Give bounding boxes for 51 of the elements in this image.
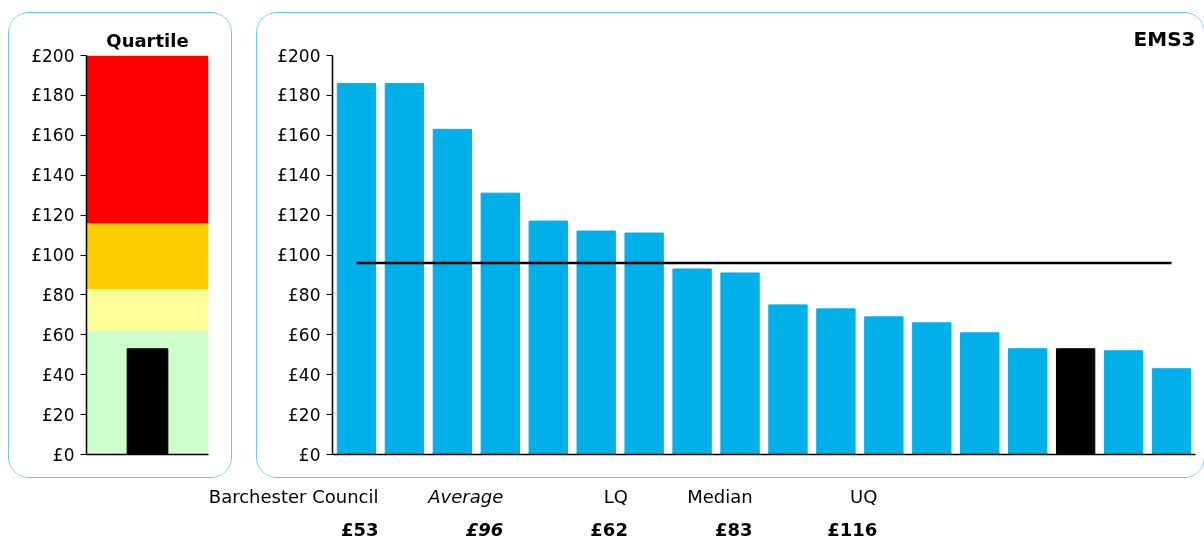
bar xyxy=(768,304,808,455)
y-tick-label: £80 xyxy=(288,284,321,305)
bar xyxy=(720,272,760,455)
bar xyxy=(864,316,904,455)
chart-title: Quartile xyxy=(106,29,189,51)
bar xyxy=(1103,350,1144,455)
y-tick-label: £100 xyxy=(31,245,75,265)
y-tick-label: £0 xyxy=(298,444,321,465)
bar xyxy=(384,82,425,455)
y-tick-label: £160 xyxy=(277,125,321,146)
y-tick-label: £120 xyxy=(277,205,321,226)
bar xyxy=(528,220,568,455)
bar xyxy=(816,308,856,455)
y-tick-label: £180 xyxy=(277,85,321,106)
text: £83 xyxy=(715,519,753,540)
text: UQ xyxy=(849,486,878,507)
y-tick-label: £200 xyxy=(277,45,321,66)
bar xyxy=(1008,348,1048,455)
bar xyxy=(912,322,952,455)
text: Barchester Council xyxy=(208,486,379,507)
y-tick-label: £100 xyxy=(277,245,321,265)
y-tick-label: £0 xyxy=(52,444,75,465)
y-tick-label: £60 xyxy=(42,324,75,345)
y-tick-label: £60 xyxy=(288,324,321,345)
bar xyxy=(672,268,712,455)
bar xyxy=(624,232,664,455)
y-tick-label: £200 xyxy=(31,45,75,66)
text: Median xyxy=(687,486,753,507)
y-tick-label: £180 xyxy=(31,85,75,106)
bar xyxy=(576,230,616,455)
bar xyxy=(432,128,473,455)
text: £53 xyxy=(340,519,379,540)
text: £62 xyxy=(590,519,628,540)
y-tick-label: £140 xyxy=(31,165,75,186)
chart-title: EMS3 xyxy=(1133,26,1196,51)
y-tick-label: £80 xyxy=(42,284,75,305)
y-tick-label: £40 xyxy=(42,364,75,385)
y-tick-label: £40 xyxy=(288,364,321,385)
text: LQ xyxy=(603,486,628,507)
bar xyxy=(480,192,520,455)
text: £96 xyxy=(465,519,504,540)
y-tick-label: £20 xyxy=(288,404,321,425)
text: Average xyxy=(427,486,504,507)
y-tick-label: £20 xyxy=(42,404,75,425)
y-tick-label: £140 xyxy=(277,165,321,186)
y-tick-label: £160 xyxy=(31,125,75,146)
text: £116 xyxy=(827,519,878,540)
y-tick-label: £120 xyxy=(31,205,75,226)
bar xyxy=(960,332,1000,455)
bar xyxy=(1151,368,1192,455)
bar xyxy=(336,82,377,455)
